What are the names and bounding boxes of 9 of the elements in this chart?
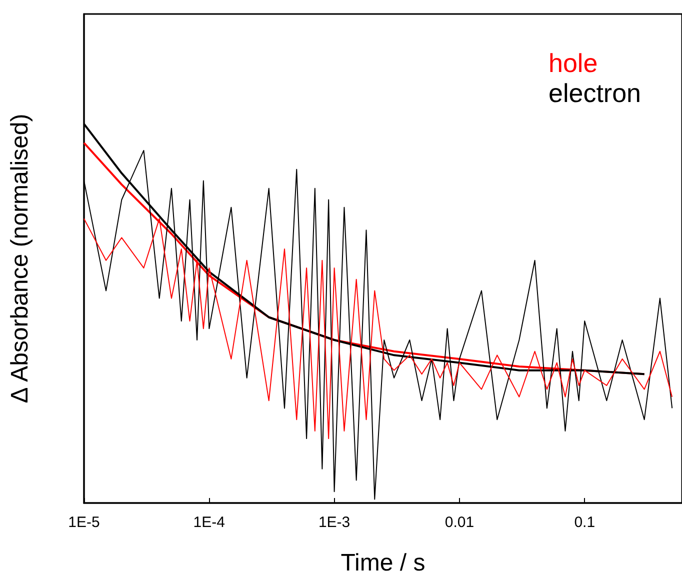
x-tick-label: 1E-4 xyxy=(193,514,225,531)
x-axis-title: Time / s xyxy=(340,550,426,576)
text: electron xyxy=(548,78,641,108)
x-tick-label: 1E-5 xyxy=(68,514,100,531)
x-tick-label: 1E-3 xyxy=(318,514,350,531)
x-tick-label: 0.1 xyxy=(574,514,596,531)
text: hole xyxy=(548,48,598,78)
y-axis-title: Δ Absorbance (normalised) xyxy=(6,114,34,404)
x-tick-label: 0.01 xyxy=(444,514,474,531)
